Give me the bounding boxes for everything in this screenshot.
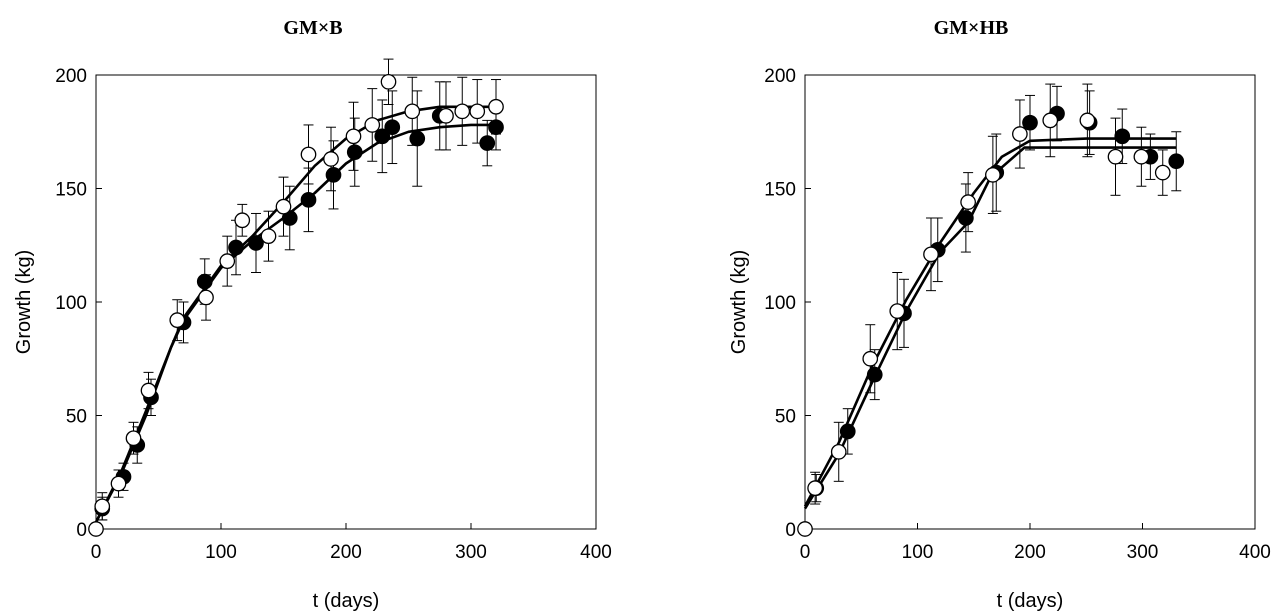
- x-axis-label: t (days): [997, 590, 1064, 612]
- y-tick-label: 200: [764, 66, 796, 87]
- data-point-open: [797, 521, 813, 537]
- data-point-open: [1012, 126, 1028, 142]
- data-point-filled: [196, 273, 213, 290]
- fit-line-series-1: [803, 137, 1177, 507]
- data-point-filled: [300, 192, 317, 208]
- data-point-filled: [248, 235, 264, 251]
- axis-ticks: 0 100 200 300 400 0 50 100 150 200: [764, 66, 1271, 563]
- y-tick-label: 200: [55, 66, 87, 87]
- data-point-open: [364, 117, 381, 133]
- data-point-open: [110, 475, 127, 492]
- data-point-filled: [866, 366, 883, 383]
- data-point-open: [807, 480, 823, 496]
- data-point-open: [1133, 148, 1150, 165]
- data-point-open: [125, 430, 142, 447]
- x-tick-label: 100: [205, 542, 237, 563]
- data-point-filled: [228, 239, 244, 256]
- data-point-open: [985, 167, 1001, 183]
- data-point-open: [219, 253, 236, 269]
- y-tick-label: 50: [775, 407, 796, 428]
- y-tick-label: 0: [76, 520, 87, 541]
- data-point-open: [1042, 112, 1059, 129]
- data-point-open: [198, 289, 214, 306]
- x-tick-label: 300: [1127, 542, 1159, 563]
- data-point-open: [438, 108, 454, 124]
- chart-panel-gmxb: GM×B t (days) Growth (kg) 0 100 200 300 4000…: [13, 17, 612, 612]
- x-tick-label: 200: [1014, 542, 1046, 563]
- data-point-open: [469, 103, 486, 120]
- data-point-open: [88, 521, 104, 537]
- data-point-open: [889, 303, 906, 319]
- plot-frame: [95, 74, 597, 530]
- fit-curves: [94, 105, 496, 523]
- data-point-open: [960, 194, 976, 210]
- data-point-open: [830, 443, 847, 460]
- data-point-open: [94, 498, 111, 515]
- data-point-open: [275, 198, 292, 215]
- y-tick-label: 150: [55, 180, 87, 201]
- data-point-open: [140, 382, 157, 399]
- fit-curves: [803, 137, 1177, 510]
- data-point-open: [260, 228, 277, 245]
- y-axis-label: Growth (kg): [728, 250, 750, 354]
- data-point-open: [404, 103, 421, 120]
- data-point-open: [300, 146, 317, 163]
- x-tick-label: 200: [330, 542, 362, 563]
- y-tick-label: 100: [764, 293, 796, 314]
- data-point-filled: [488, 119, 504, 136]
- data-points: [88, 58, 504, 537]
- data-point-filled: [839, 423, 856, 440]
- data-point-open: [234, 212, 251, 229]
- data-point-open: [923, 246, 939, 263]
- y-tick-label: 50: [66, 407, 87, 428]
- chart-title: GM×B: [283, 17, 342, 39]
- data-points: [797, 83, 1185, 537]
- data-point-filled: [1168, 153, 1185, 170]
- data-point-open: [169, 312, 186, 329]
- data-point-filled: [958, 210, 974, 226]
- data-point-open: [345, 128, 362, 145]
- fit-line-series-0: [94, 123, 496, 523]
- data-point-open: [488, 98, 504, 115]
- x-tick-label: 400: [1239, 542, 1271, 563]
- data-point-filled: [384, 119, 401, 136]
- data-point-open: [1107, 148, 1124, 165]
- x-axis-label: t (days): [313, 590, 380, 612]
- y-tick-label: 100: [55, 293, 87, 314]
- data-point-filled: [346, 144, 363, 161]
- y-axis-label: Growth (kg): [13, 250, 35, 354]
- data-point-open: [380, 73, 397, 90]
- axis-ticks: 0 100 200 300 400 0 50 100 150 200: [55, 66, 612, 563]
- fit-line-series-1: [94, 105, 496, 523]
- data-point-open: [862, 350, 879, 367]
- x-tick-label: 0: [91, 542, 102, 563]
- data-point-filled: [479, 135, 496, 151]
- fit-line-series-0: [803, 146, 1177, 510]
- chart-title: GM×HB: [934, 17, 1009, 39]
- x-tick-label: 400: [580, 542, 612, 563]
- data-point-open: [323, 151, 339, 167]
- chart-panel-gmxhb: GM×HB t (days) Growth (kg) 0 100 200 300 400…: [728, 17, 1271, 612]
- data-point-filled: [1114, 128, 1131, 145]
- data-point-filled: [325, 167, 342, 183]
- data-point-open: [1154, 164, 1171, 181]
- x-tick-label: 0: [800, 542, 811, 563]
- data-point-filled: [374, 128, 391, 145]
- x-tick-label: 300: [455, 542, 487, 563]
- data-point-open: [1079, 112, 1096, 129]
- y-tick-label: 150: [764, 180, 796, 201]
- x-tick-label: 100: [902, 542, 934, 563]
- y-tick-label: 0: [785, 520, 796, 541]
- data-point-filled: [409, 130, 426, 147]
- data-point-filled: [1022, 114, 1038, 131]
- data-point-open: [454, 103, 471, 120]
